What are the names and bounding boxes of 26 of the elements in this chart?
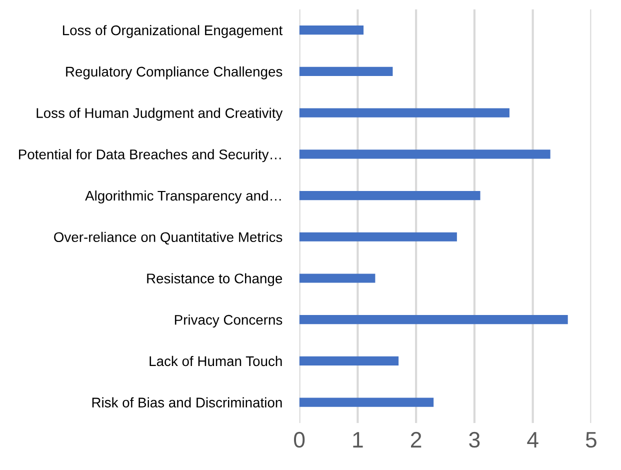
y-tick-label: Over-reliance on Quantitative Metrics <box>54 232 282 245</box>
bar <box>299 190 480 200</box>
y-tick-label: Regulatory Compliance Challenges <box>66 66 282 80</box>
y-tick-label: Lack of Human Touch <box>150 356 282 366</box>
bar <box>299 398 434 407</box>
y-tick-label: Privacy Concerns <box>174 314 282 328</box>
bar <box>299 150 550 159</box>
x-tick-label: 4 <box>527 432 538 448</box>
bar <box>299 66 393 76</box>
y-tick-label: Loss of Human Judgment and Creativity <box>36 108 283 121</box>
x-tick-label: 2 <box>411 432 422 448</box>
bar <box>299 356 399 366</box>
bar <box>299 232 457 242</box>
x-tick-label: 5 <box>586 432 596 448</box>
bar <box>299 315 568 324</box>
x-tick-label: 3 <box>469 432 480 448</box>
y-tick-label: Potential for Data Breaches and Security… <box>19 149 281 162</box>
y-tick-label: Resistance to Change <box>147 273 282 286</box>
x-tick-label: 0 <box>294 432 305 448</box>
y-tick-label: Algorithmic Transparency and… <box>85 190 281 204</box>
bar <box>299 108 510 118</box>
bar <box>299 274 376 283</box>
x-tick-label: 1 <box>353 432 363 448</box>
bar <box>299 26 364 35</box>
y-tick-label: Loss of Organizational Engagement <box>62 25 283 38</box>
y-tick-label: Risk of Bias and Discrimination <box>92 397 282 408</box>
